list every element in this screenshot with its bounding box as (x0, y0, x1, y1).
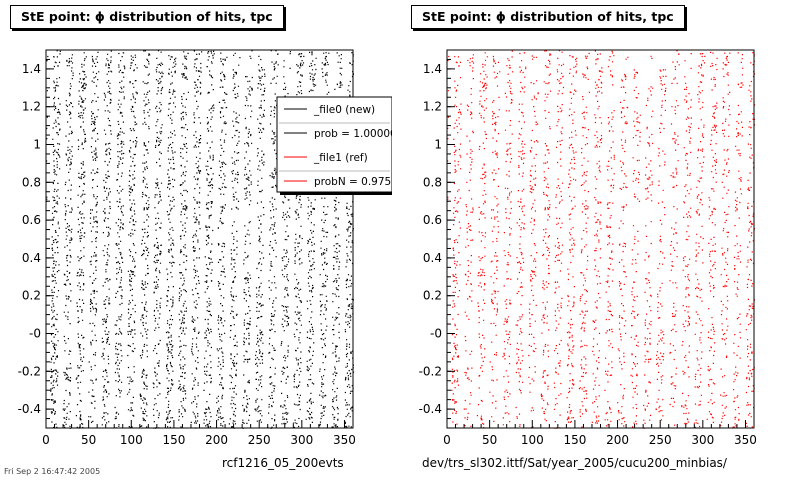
y-tick-label: 0.2 (423, 289, 442, 303)
y-tick-label: 0.2 (22, 289, 41, 303)
y-tick-label: 1 (33, 138, 41, 152)
chart-right: 0 50 100 150 200 250 300 350 1.4 1.2 1 0.8 0.6 0.4 0.2… (419, 49, 757, 447)
y-tick-label: 0.4 (423, 251, 442, 265)
y-tick-label: -0.4 (419, 402, 442, 416)
x-tick-label: 350 (333, 433, 356, 447)
x-tick-label: 300 (691, 433, 714, 447)
y-tick-label: -0 (29, 327, 41, 341)
y-tick-label: 1 (434, 138, 442, 152)
hit-points (447, 50, 756, 429)
x-tick-label: 50 (81, 433, 96, 447)
x-tick-label: 0 (42, 433, 50, 447)
y-tick-label: -0 (430, 327, 442, 341)
x-tick-label: 100 (120, 433, 143, 447)
left-run-label: rcf1216_05_200evts (222, 456, 344, 470)
x-tick-label: 250 (248, 433, 271, 447)
y-tick-label: -0.2 (18, 364, 41, 378)
x-tick-label: 150 (162, 433, 185, 447)
legend: _file0 (new) prob = 1.000000 _file1 (ref) p… (276, 96, 405, 195)
x-tick-label: 350 (734, 433, 757, 447)
y-tick-label: 0.8 (423, 175, 442, 189)
legend-entry: probN = 0.97503 (314, 176, 405, 188)
x-tick-label: 200 (606, 433, 629, 447)
legend-entry: _file1 (ref) (313, 152, 368, 164)
plot-frame (446, 49, 755, 429)
y-tick-label: 0.6 (423, 213, 442, 227)
y-tick-label: 1.2 (423, 100, 442, 114)
y-tick-label: 0.8 (22, 175, 41, 189)
right-run-label: dev/trs_sl302.ittf/Sat/year_2005/cucu200… (422, 456, 727, 470)
y-tick-label: 1.4 (22, 62, 41, 76)
legend-separator (279, 170, 390, 172)
x-tick-label: 200 (205, 433, 228, 447)
left-chart-title: StE point: ϕ distribution of hits, tpc (10, 5, 284, 29)
y-tick-label: -0.2 (419, 364, 442, 378)
chart-left: 0 50 100 150 200 250 300 350 1.4 1.2 1 0.8 0.6 0.4 0.2… (18, 49, 405, 447)
y-tick-label: 1.4 (423, 62, 442, 76)
legend-separator (279, 122, 390, 124)
timestamp: Fri Sep 2 16:47:42 2005 (4, 467, 101, 476)
legend-entry: prob = 1.000000 (314, 128, 403, 140)
x-tick-label: 300 (290, 433, 313, 447)
right-chart-title: StE point: ϕ distribution of hits, tpc (411, 5, 685, 29)
x-tick-label: 0 (443, 433, 451, 447)
y-tick-label: -0.4 (18, 402, 41, 416)
x-tick-label: 250 (649, 433, 672, 447)
x-tick-label: 150 (563, 433, 586, 447)
x-tick-label: 100 (521, 433, 544, 447)
y-tick-label: 1.2 (22, 100, 41, 114)
x-tick-label: 50 (482, 433, 497, 447)
legend-entry: _file0 (new) (313, 104, 375, 116)
y-tick-label: 0.6 (22, 213, 41, 227)
legend-box (276, 96, 392, 193)
y-tick-label: 0.4 (22, 251, 41, 265)
